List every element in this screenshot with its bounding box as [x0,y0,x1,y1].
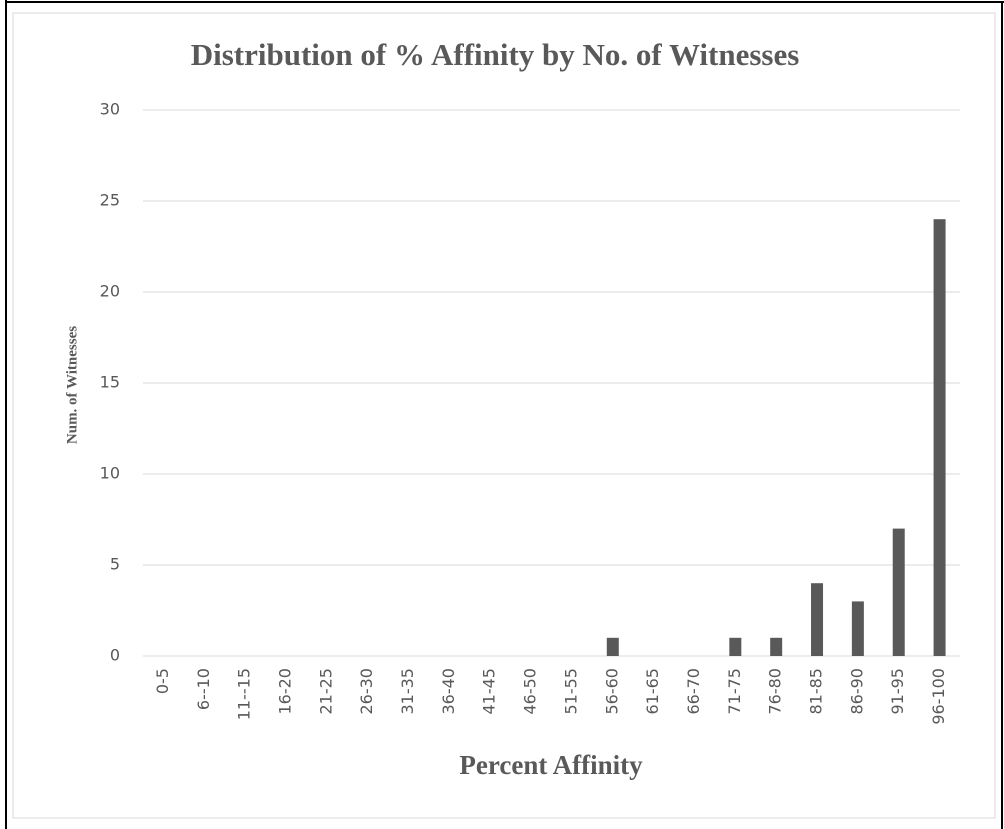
x-tick-label: 31-35 [398,668,417,715]
x-tick-label: 71-75 [725,668,744,715]
y-tick-label: 0 [110,646,120,665]
x-axis-title: Percent Affinity [459,750,643,780]
x-tick-label: 81-85 [807,668,826,715]
y-tick-label: 5 [110,555,120,574]
chart-frame [12,12,996,819]
x-tick-label: 76-80 [766,668,785,715]
y-tick-label: 15 [100,373,120,392]
y-tick-label: 10 [100,464,120,483]
x-tick-label: 66-70 [684,668,703,715]
x-tick-label: 36-40 [439,668,458,715]
x-tick-label: 46-50 [521,668,540,715]
bar [892,528,905,656]
x-tick-label: 11--15 [235,668,254,720]
x-tick-label: 21-25 [316,668,335,715]
x-tick-label: 96-100 [929,668,948,725]
bar [811,583,824,656]
x-tick-label: 91-95 [888,668,907,715]
bar [770,637,783,656]
x-tick-label: 61-65 [643,668,662,715]
x-tick-label: 0-5 [153,668,172,694]
x-tick-label: 6--10 [194,668,213,710]
chart-title: Distribution of % Affinity by No. of Wit… [191,37,800,72]
y-axis-title: Num. of Witnesses [64,326,80,444]
x-tick-label: 41-45 [480,668,499,715]
bar [729,637,742,656]
x-tick-label: 26-30 [357,668,376,715]
x-tick-label: 16-20 [275,668,294,715]
x-tick-label: 86-90 [847,668,866,715]
bar [606,637,619,656]
bar [933,219,946,656]
x-tick-label: 56-60 [602,668,621,715]
bar [851,601,864,656]
y-tick-label: 20 [100,282,120,301]
y-tick-label: 30 [100,100,120,119]
x-tick-label: 51-55 [561,668,580,715]
y-tick-label: 25 [100,191,120,210]
